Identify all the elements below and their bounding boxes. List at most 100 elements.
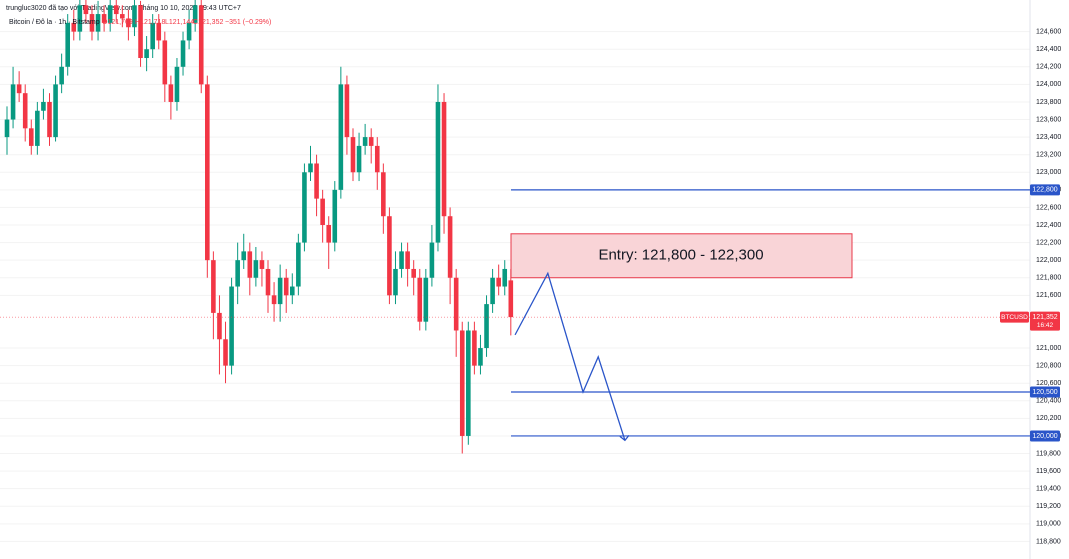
- candle-body: [162, 40, 168, 85]
- candle-body: [156, 22, 162, 41]
- candle-body: [41, 101, 46, 111]
- candle-body: [490, 277, 495, 305]
- projection-arrowhead: [619, 434, 630, 442]
- level-tag: [1030, 184, 1060, 196]
- y-tick-label: 118,800: [1036, 538, 1061, 545]
- candle-body: [205, 84, 210, 261]
- candle-body: [144, 49, 149, 59]
- candle-body: [459, 330, 465, 436]
- level-label: 120,500: [1032, 389, 1057, 396]
- candle-body: [35, 110, 40, 146]
- candle-body: [53, 84, 58, 138]
- candle-body: [478, 348, 483, 366]
- candle-body: [4, 119, 10, 138]
- y-tick-label: 121,600: [1036, 292, 1061, 299]
- level-tag: [1030, 430, 1060, 442]
- candle-body: [113, 5, 119, 15]
- candle-body: [277, 277, 283, 305]
- price-tag: [1030, 311, 1060, 331]
- entry-zone: [510, 233, 853, 279]
- y-tick-label: 119,800: [1036, 450, 1061, 457]
- candle-body: [186, 22, 192, 41]
- candle-body: [235, 260, 240, 287]
- chart-title: trungluc3020 đã tạo với TradingView.com,…: [6, 5, 241, 12]
- legend-low: L121,144: [165, 19, 194, 26]
- candle-body: [271, 295, 277, 305]
- y-tick-label: 123,800: [1036, 99, 1061, 106]
- candle-body: [296, 242, 301, 287]
- candle-body: [168, 84, 174, 102]
- candle-body: [138, 5, 143, 59]
- candle-body: [308, 163, 313, 173]
- y-tick-label: 120,800: [1036, 362, 1061, 369]
- symbol-tag: [1000, 311, 1029, 323]
- candle-body: [423, 277, 429, 322]
- y-tick-label: 122,200: [1036, 239, 1061, 246]
- candle-body: [95, 14, 101, 32]
- y-tick-label: 119,200: [1036, 503, 1061, 510]
- legend-close: C121,352: [193, 19, 223, 26]
- candle-body: [223, 339, 228, 366]
- legend-symbol: Bitcoin / Đô la · 1h · Bitstamp: [9, 19, 100, 26]
- candle-body: [259, 260, 265, 269]
- candle-body: [399, 251, 404, 269]
- candle-body: [10, 84, 16, 120]
- y-tick-label: 121,000: [1036, 345, 1061, 352]
- candle-body: [283, 277, 289, 296]
- legend-open: O121,769: [102, 19, 133, 26]
- y-tick-label: 119,600: [1036, 468, 1061, 475]
- candle-body: [253, 260, 259, 278]
- candle-body: [241, 251, 247, 261]
- candle-body: [132, 5, 137, 28]
- candle-body: [393, 268, 398, 296]
- candle-body: [265, 268, 271, 296]
- candle-body: [435, 101, 441, 243]
- y-tick-label: 122,400: [1036, 222, 1061, 229]
- candle-body: [362, 137, 368, 146]
- candle-body: [101, 14, 107, 23]
- projection-path: [514, 271, 626, 441]
- candle-body: [120, 14, 125, 19]
- candle-body: [217, 312, 222, 340]
- candle-body: [289, 286, 295, 296]
- candle-body: [71, 22, 77, 32]
- level-label: 122,800: [1032, 187, 1057, 194]
- y-tick-label: 123,600: [1036, 116, 1061, 123]
- candle-body: [472, 330, 477, 366]
- candle-body: [453, 277, 459, 331]
- y-tick-label: 123,400: [1036, 134, 1061, 141]
- y-tick-label: 120,600: [1036, 380, 1061, 387]
- level-label: 120,000: [1032, 433, 1057, 440]
- candle-body: [484, 304, 489, 349]
- candle-body: [496, 277, 501, 287]
- symbol-label: BTCUSD: [1001, 314, 1028, 321]
- candle-body: [356, 145, 362, 173]
- y-tick-label: 124,400: [1036, 46, 1061, 53]
- candle-body: [28, 128, 34, 146]
- candle-body: [411, 268, 416, 278]
- candle-body: [302, 172, 307, 243]
- y-tick-label: 121,800: [1036, 275, 1061, 282]
- y-tick-label: 120,200: [1036, 415, 1061, 422]
- candle-body: [441, 101, 447, 217]
- candle-body: [326, 225, 332, 243]
- legend-change: −351 (−0.29%): [225, 19, 271, 26]
- candle-body: [447, 216, 453, 278]
- y-tick-label: 124,000: [1036, 81, 1061, 88]
- price-time: 16:42: [1037, 322, 1054, 329]
- candle-body: [192, 5, 198, 23]
- candle-body: [83, 5, 89, 15]
- candle-body: [368, 137, 374, 146]
- candle-body: [211, 260, 216, 313]
- candle-body: [198, 5, 204, 85]
- candle-body: [180, 40, 186, 67]
- candle-body: [508, 280, 514, 318]
- candle-body: [89, 14, 95, 32]
- candle-body: [332, 189, 338, 243]
- candle-body: [429, 242, 435, 278]
- y-tick-label: 122,000: [1036, 257, 1061, 264]
- candle-body: [174, 66, 180, 102]
- candle-body: [338, 84, 344, 190]
- legend: Bitcoin / Đô la · 1h · Bitstamp O121,769…: [9, 19, 271, 26]
